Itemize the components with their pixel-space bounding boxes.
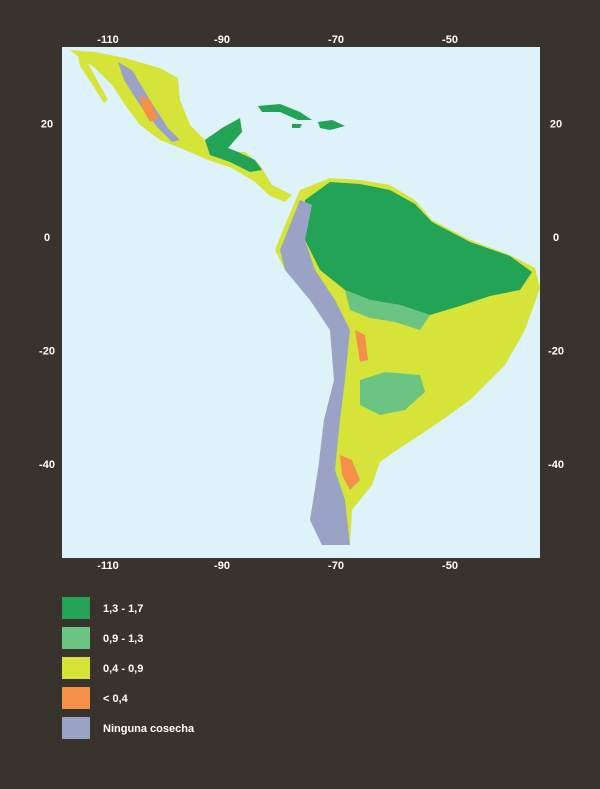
x-tick-label-top: -110 [97,34,118,46]
y-tick-label-right: -20 [548,346,564,358]
x-tick-label-bottom: -110 [97,560,118,572]
x-tick-label-top: -50 [442,34,458,46]
legend-label: < 0,4 [103,693,129,705]
y-tick-label-right: -40 [548,459,564,471]
andes-dry [340,455,360,490]
mexico-dry [140,95,158,122]
y-tick-label-right: 0 [553,232,559,244]
x-tick-label-top: -90 [214,34,230,46]
andes [280,200,350,545]
y-tick-label-left: -40 [39,459,55,471]
ticks: -110 -110 -90 -90 -70 -70 -50 -50 20 20 0 0 -20 -20 -4… [39,34,564,572]
x-tick-label-bottom: -50 [442,560,458,572]
legend-swatch [62,687,90,709]
y-tick-label-right: 20 [550,118,562,130]
legend-label: 1,3 - 1,7 [103,603,143,615]
land [70,50,540,545]
legend-label: 0,9 - 1,3 [103,633,143,645]
y-tick-label-left: 0 [44,232,50,244]
y-tick-label-left: -20 [39,346,55,358]
legend-label: Ninguna cosecha [103,723,195,735]
legend: 1,3 - 1,7 0,9 - 1,3 0,4 - 0,9 < 0,4 Ninguna … [62,597,195,739]
legend-swatch [62,717,90,739]
amazon [305,182,532,315]
transition-south [360,372,425,415]
x-tick-label-top: -70 [328,34,344,46]
baja-california [78,55,108,103]
legend-swatch [62,597,90,619]
yucatan [205,118,262,172]
cuba [258,104,312,120]
y-tick-label-left: 20 [41,118,53,130]
x-tick-label-bottom: -70 [328,560,344,572]
hispaniola [318,120,345,130]
transition-north [345,290,430,330]
legend-swatch [62,657,90,679]
andes-dry-2 [355,330,368,362]
legend-swatch [62,627,90,649]
x-tick-label-bottom: -90 [214,560,230,572]
legend-label: 0,4 - 0,9 [103,663,143,675]
jamaica [292,124,302,128]
